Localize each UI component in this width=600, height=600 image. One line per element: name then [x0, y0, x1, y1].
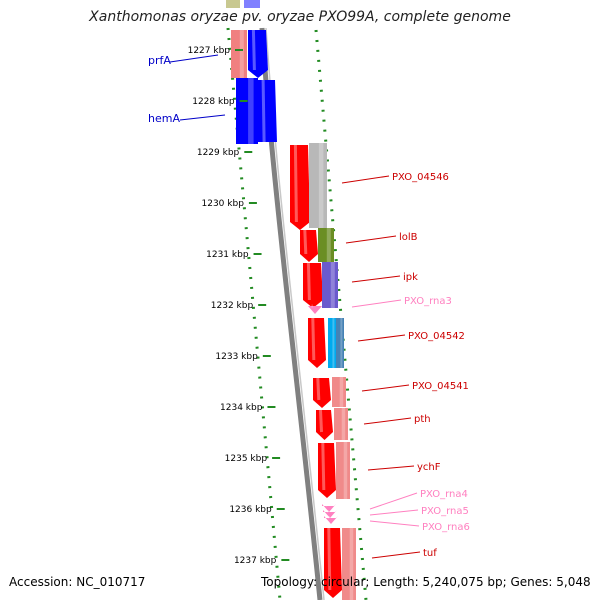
feature-top-right	[244, 0, 260, 8]
prfA-gene	[248, 30, 268, 78]
hemA-gene-right-shine	[261, 79, 266, 143]
PXO_04546-pale-feature	[309, 143, 327, 228]
PXO_04542-gene	[308, 318, 326, 368]
PXO_04542-blue-feature-shine	[340, 318, 343, 368]
label-connector	[369, 509, 419, 516]
label-connector	[357, 334, 406, 342]
ipk-feature-shine	[330, 262, 335, 308]
pth-gene	[316, 410, 333, 440]
PXO_04541-gene-shine	[316, 377, 321, 401]
label-connector	[369, 520, 420, 527]
ychF-gene-shine	[321, 442, 326, 491]
label-connector	[363, 417, 412, 425]
lolB-feature	[318, 228, 334, 262]
tick-label: 1235 kbp	[225, 454, 268, 464]
gene-label: PXO_rna6	[422, 522, 470, 533]
PXO_rna5-gene	[323, 510, 337, 518]
gene-label: tuf	[423, 548, 437, 559]
label-connector	[169, 54, 219, 63]
tick-label: 1234 kbp	[220, 403, 263, 413]
PXO_04541-pale-feature	[332, 377, 346, 407]
gene-label: PXO_rna5	[421, 506, 469, 517]
pth-pale-feature	[334, 408, 348, 440]
gene-label: pth	[414, 414, 431, 425]
map-title: Xanthomonas oryzae pv. oryzae PXO99A, co…	[89, 9, 511, 25]
pth-pale-feature-shine	[341, 408, 346, 440]
gene-label: PXO_rna3	[404, 296, 452, 307]
gene-label: ychF	[417, 462, 441, 473]
tick-label: 1232 kbp	[211, 301, 254, 311]
gene-label: ipk	[403, 272, 418, 283]
label-connector	[351, 275, 401, 283]
PXO_04542-cyan-feature-shine	[332, 318, 335, 368]
PXO_04542-blue-feature	[336, 318, 344, 368]
prfA-pale-feature	[231, 30, 247, 78]
label-connector	[351, 299, 402, 308]
gene-label: prfA	[148, 54, 171, 67]
tick-label: 1233 kbp	[215, 352, 258, 362]
label-connector	[361, 384, 410, 392]
PXO_rna5-gene-shine	[325, 509, 329, 513]
label-connector	[371, 551, 421, 559]
PXO_rna6-gene	[324, 516, 338, 524]
PXO_04546-pale-feature-shine	[318, 143, 324, 228]
tick-label: 1229 kbp	[197, 148, 240, 158]
tick-label: 1231 kbp	[206, 250, 249, 260]
lolB-gene	[300, 230, 318, 262]
tuf-pale-feature	[342, 528, 356, 600]
lolB-gene-shine	[303, 229, 308, 255]
PXO_04541-pale-feature-shine	[339, 377, 344, 407]
label-connector	[179, 114, 226, 121]
gene-label: PXO_04546	[392, 172, 449, 183]
gene-label: PXO_rna4	[420, 489, 468, 500]
prfA-pale-feature-shine	[239, 30, 244, 78]
PXO_04546-gene-shine	[293, 144, 298, 223]
label-connector	[341, 175, 390, 184]
hemA-gene-left-shine	[248, 78, 254, 144]
lolB-feature-shine	[326, 228, 331, 262]
tick-label: 1227 kbp	[188, 46, 231, 56]
genome-summary-text: Topology: circular; Length: 5,240,075 bp…	[261, 575, 591, 589]
PXO_04546-gene	[290, 145, 310, 230]
PXO_rna3-gene	[308, 306, 322, 314]
ipk-gene-shine	[306, 262, 311, 301]
right-dotted-ring	[314, 29, 368, 600]
ipk-feature	[322, 262, 338, 308]
PXO_04542-gene-shine	[311, 317, 316, 361]
PXO_rna4-gene	[322, 504, 336, 512]
ychF-gene	[318, 443, 336, 498]
tuf-gene-shine	[327, 527, 332, 591]
hemA-gene-left	[236, 78, 258, 144]
prfA-gene-shine	[251, 29, 256, 71]
PXO_rna6-gene-shine	[326, 515, 330, 519]
gene-label: hemA	[148, 112, 180, 125]
tick-label: 1237 kbp	[234, 556, 277, 566]
tick-label: 1228 kbp	[192, 97, 235, 107]
accession-text: Accession: NC_010717	[9, 575, 146, 589]
tick-label: 1230 kbp	[202, 199, 245, 209]
PXO_04542-cyan-feature	[328, 318, 336, 368]
label-connector	[369, 492, 418, 510]
PXO_04541-gene	[313, 378, 331, 408]
gene-label: PXO_04541	[412, 381, 469, 392]
ychF-pale-feature-shine	[343, 442, 348, 499]
label-connector	[345, 235, 397, 244]
ipk-gene	[303, 263, 323, 308]
pth-gene-shine	[319, 409, 323, 433]
gene-label: PXO_04542	[408, 331, 465, 342]
tuf-gene	[324, 528, 342, 598]
gene-label: lolB	[399, 232, 418, 243]
tuf-pale-feature-shine	[349, 528, 354, 600]
hemA-gene-right	[258, 80, 277, 142]
ychF-pale-feature	[336, 442, 350, 499]
label-connector	[367, 465, 415, 471]
tick-label: 1236 kbp	[229, 505, 272, 515]
PXO_rna4-gene-shine	[324, 503, 328, 507]
feature-top-left	[226, 0, 240, 8]
